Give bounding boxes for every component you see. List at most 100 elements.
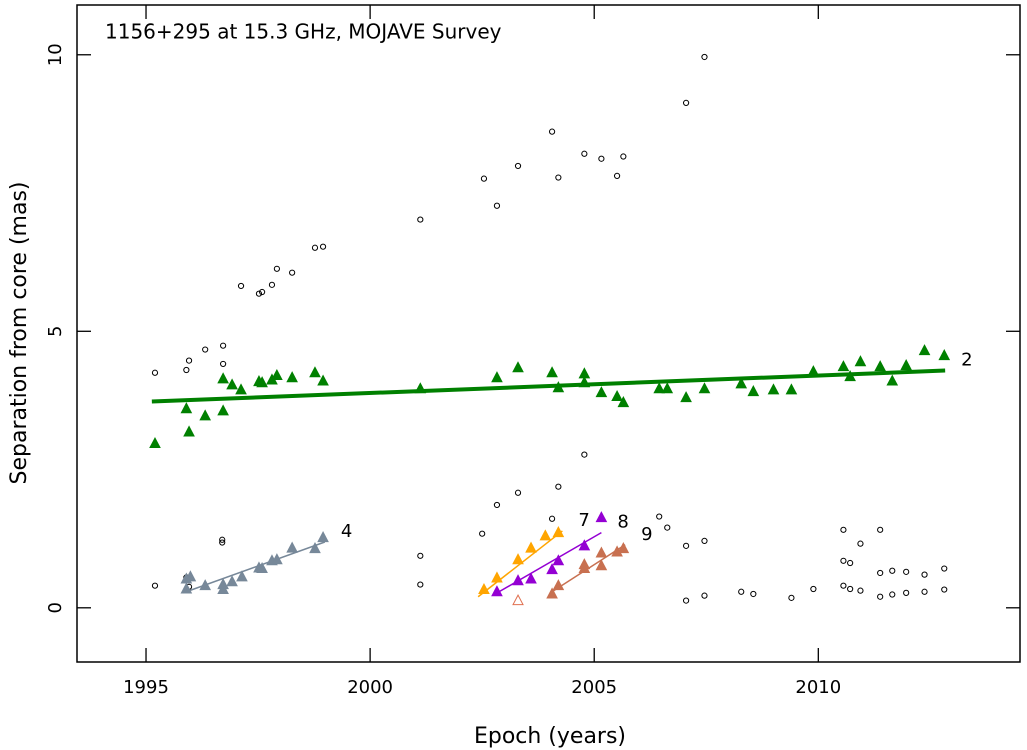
data-point — [512, 361, 524, 373]
data-point — [220, 342, 227, 349]
data-point — [217, 578, 229, 590]
data-point — [840, 526, 847, 533]
data-point — [840, 557, 847, 564]
data-point — [918, 344, 931, 356]
data-point — [682, 597, 690, 604]
x-tick-label: 1995 — [123, 677, 169, 698]
data-point — [256, 561, 268, 574]
data-point — [653, 382, 666, 394]
data-point — [810, 585, 817, 593]
data-point — [847, 559, 854, 567]
data-point — [268, 281, 276, 288]
data-point — [595, 559, 608, 571]
data-point — [738, 588, 745, 595]
y-tick-label: 5 — [45, 326, 66, 337]
data-point — [180, 582, 193, 594]
data-point — [309, 366, 321, 378]
data-point — [237, 282, 245, 290]
data-point — [289, 269, 296, 276]
data-point — [617, 396, 630, 408]
data-point — [417, 581, 424, 588]
data-point — [581, 451, 588, 458]
data-point — [219, 539, 226, 546]
data-point — [271, 368, 283, 381]
data-point — [317, 530, 329, 543]
data-point — [226, 575, 238, 587]
data-point — [903, 568, 910, 575]
series-label: 9 — [641, 524, 652, 545]
data-point — [552, 579, 565, 591]
data-point — [735, 377, 748, 389]
data-point — [617, 542, 630, 554]
data-point — [555, 174, 562, 181]
data-point — [578, 539, 591, 551]
data-point — [183, 366, 190, 374]
data-point — [785, 383, 798, 395]
data-point — [661, 382, 674, 394]
data-point — [546, 366, 558, 378]
data-point — [183, 425, 195, 437]
data-point — [491, 585, 503, 597]
data-point — [202, 346, 209, 353]
data-point — [525, 541, 537, 553]
data-point — [514, 489, 522, 496]
data-point — [512, 594, 524, 606]
data-point — [491, 371, 503, 383]
data-point — [548, 128, 556, 135]
data-point — [941, 586, 948, 593]
data-point — [199, 409, 212, 421]
data-point — [417, 216, 424, 223]
data-point — [493, 501, 501, 509]
data-point — [701, 592, 708, 599]
data-point — [903, 589, 910, 596]
data-point — [546, 587, 558, 599]
data-point — [701, 537, 708, 544]
data-point — [185, 357, 193, 364]
data-point — [478, 582, 490, 595]
data-point — [886, 374, 899, 386]
data-point — [682, 99, 690, 106]
data-point — [938, 349, 951, 361]
data-point — [539, 529, 552, 541]
y-tick-label: 10 — [45, 43, 66, 66]
data-point — [217, 404, 229, 416]
series-label: 7 — [578, 510, 589, 531]
data-point — [180, 402, 193, 414]
series-label: 2 — [961, 350, 972, 371]
data-point — [941, 565, 948, 572]
data-point — [595, 386, 608, 398]
data-point — [548, 515, 556, 522]
data-point — [750, 590, 757, 598]
data-point — [311, 244, 319, 251]
data-point — [807, 365, 820, 377]
data-point — [611, 389, 623, 402]
data-point — [226, 378, 238, 390]
data-point — [552, 381, 565, 393]
x-tick-label: 2005 — [571, 677, 617, 698]
data-point — [552, 554, 565, 566]
data-point — [581, 150, 588, 157]
data-point — [255, 290, 263, 297]
plot-frame — [76, 4, 1021, 663]
data-point — [256, 376, 268, 388]
data-point — [877, 569, 884, 577]
data-point — [767, 383, 780, 395]
x-tick-label: 2000 — [347, 677, 393, 698]
data-point — [578, 561, 591, 574]
data-point — [837, 360, 850, 372]
data-point — [220, 360, 227, 368]
data-point — [319, 243, 327, 250]
series-label: 8 — [617, 512, 628, 533]
data-point — [317, 374, 329, 386]
x-axis-label: Epoch (years) — [474, 724, 626, 749]
data-point — [414, 382, 427, 394]
data-point — [656, 513, 663, 520]
data-point — [840, 582, 847, 589]
data-point — [273, 265, 280, 272]
data-point — [921, 588, 928, 595]
data-point — [184, 570, 197, 582]
series-label: 4 — [341, 521, 352, 542]
data-point — [844, 370, 856, 382]
data-point — [309, 542, 321, 554]
data-point — [151, 582, 159, 589]
